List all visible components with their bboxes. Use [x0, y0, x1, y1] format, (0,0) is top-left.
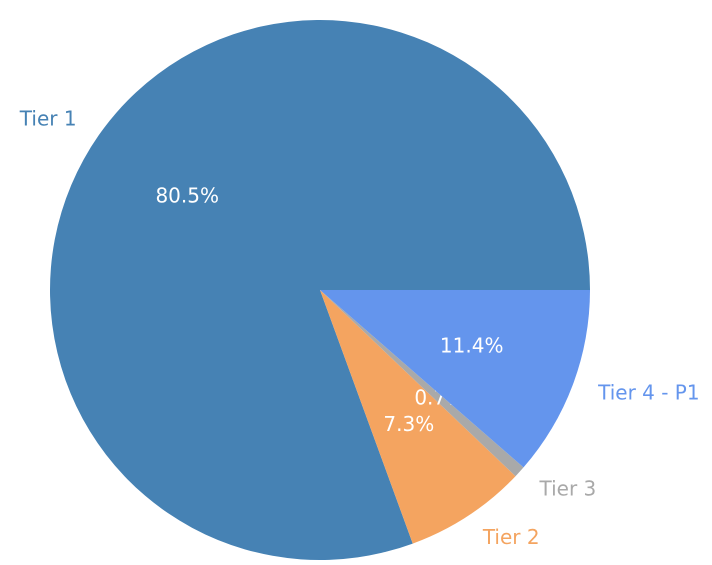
pie-slice [320, 290, 516, 544]
pie-slice [320, 290, 590, 468]
value-label: 80.5% [155, 184, 219, 208]
pie-slice [50, 20, 590, 561]
value-label: 11.4% [440, 333, 504, 357]
pie-slice [320, 290, 524, 477]
category-label: Tier 1 [19, 106, 77, 130]
category-label: Tier 2 [482, 525, 540, 549]
category-label: Tier 3 [539, 477, 597, 501]
category-label: Tier 4 - P1 [597, 381, 699, 405]
value-label: 7.3% [383, 412, 434, 436]
